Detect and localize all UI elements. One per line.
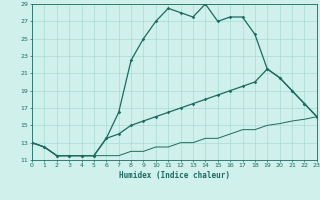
X-axis label: Humidex (Indice chaleur): Humidex (Indice chaleur) — [119, 171, 230, 180]
